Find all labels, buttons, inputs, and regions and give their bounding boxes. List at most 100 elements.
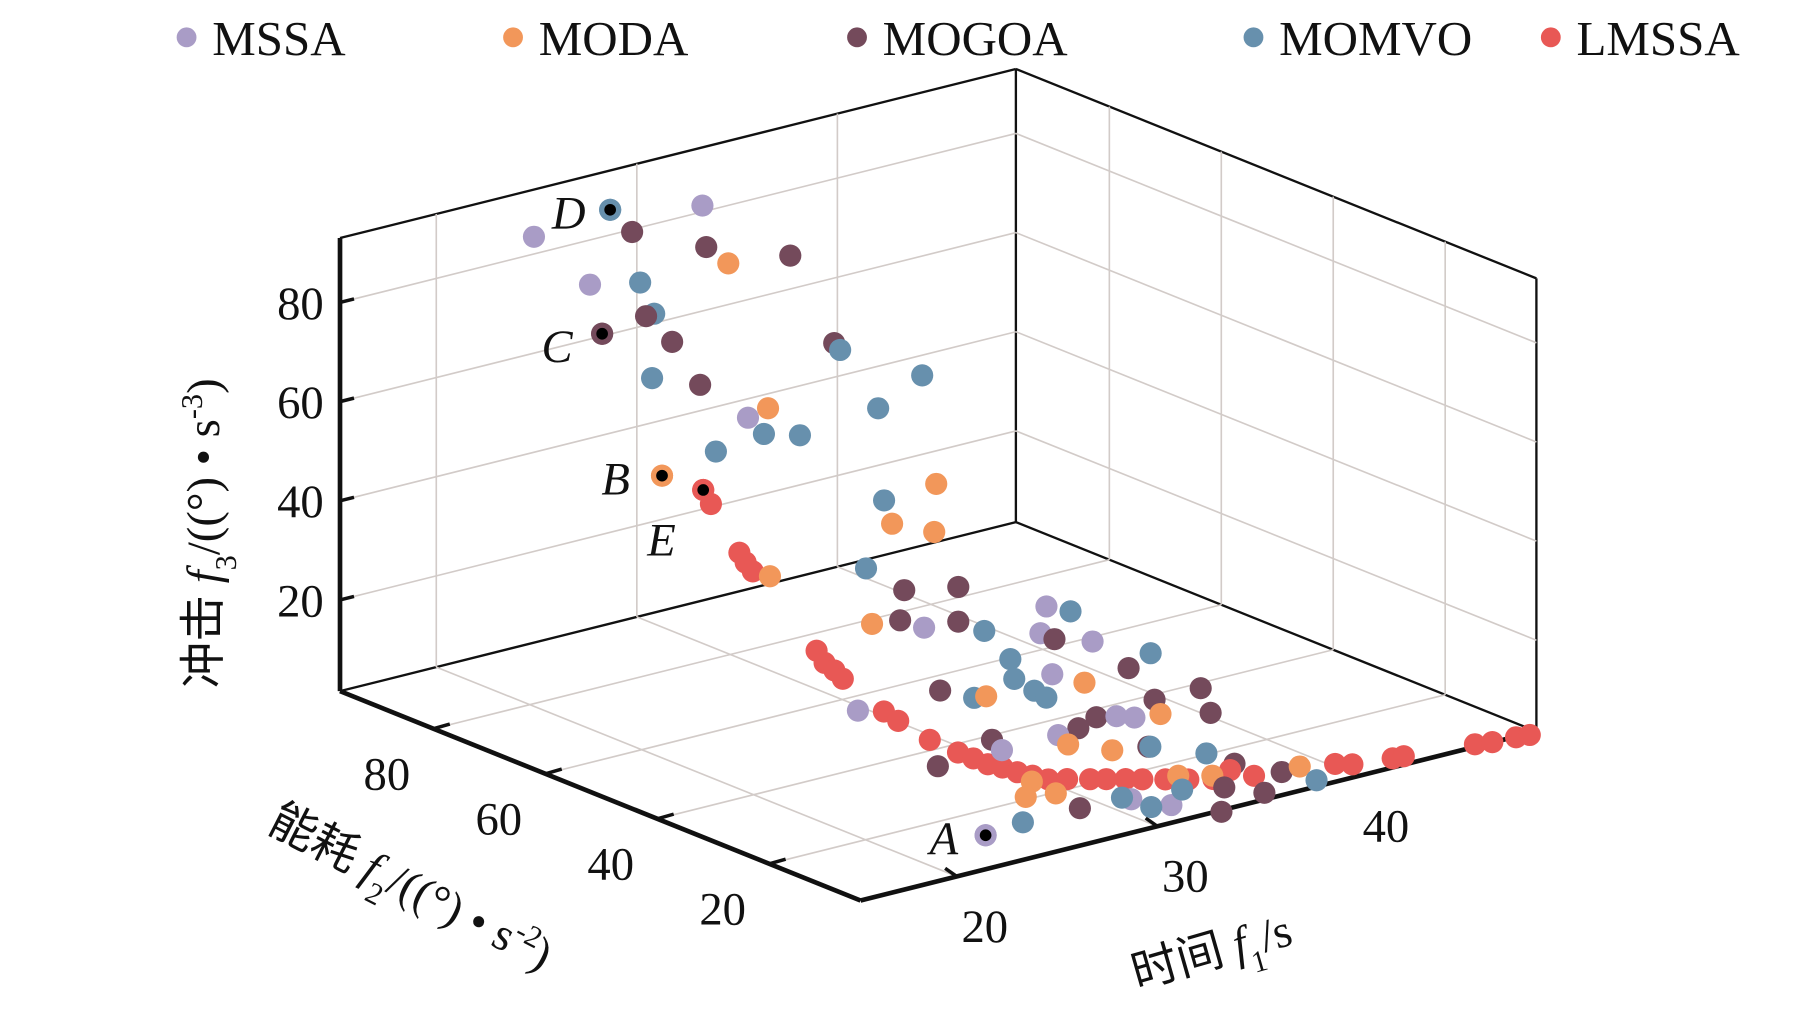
point-mogoa <box>779 244 802 267</box>
point-mssa <box>1123 706 1146 729</box>
grid-line-z <box>1015 330 1537 542</box>
point-lmssa <box>1463 733 1487 756</box>
annotated-point-marker-icon <box>979 829 992 842</box>
point-lmssa <box>1324 752 1347 776</box>
point-momvo <box>752 422 776 446</box>
legend-marker-icon <box>847 27 867 48</box>
point-mogoa <box>1213 776 1236 799</box>
y-tick-mark <box>433 722 451 731</box>
point-mssa <box>1041 663 1064 686</box>
point-momvo <box>1059 600 1082 623</box>
axis-label-part: -3 <box>175 394 209 419</box>
point-mogoa <box>634 305 658 328</box>
point-mogoa <box>1189 677 1212 700</box>
point-momvo <box>1011 811 1034 834</box>
y-tick-mark <box>544 767 563 776</box>
y-tick-mark <box>768 857 787 866</box>
axis-label-part: /((°) • s <box>379 854 524 962</box>
point-mogoa <box>695 235 718 259</box>
axis-label-part: 时间 <box>1126 921 1241 1000</box>
point-lmssa <box>1095 768 1118 791</box>
z-axis-label: 冲击 f3/((°) • s-3) <box>175 378 243 688</box>
annotation-label-e: E <box>646 514 675 566</box>
point-mogoa <box>1253 781 1276 804</box>
point-mogoa <box>689 373 712 396</box>
z-tick-mark <box>339 495 355 503</box>
point-momvo <box>1305 769 1328 792</box>
z-tick-label: 40 <box>277 476 324 528</box>
point-moda <box>860 612 884 635</box>
axes-box <box>339 67 1538 733</box>
data-points <box>522 194 1541 847</box>
point-mssa <box>913 616 936 639</box>
z-tick-mark <box>339 594 355 602</box>
x-tick-label: 30 <box>1162 851 1209 903</box>
legend: MSSA MODA MOGOA MOMVO LMSSA <box>176 11 1740 66</box>
legend-item-mogoa: MOGOA <box>847 11 1068 66</box>
point-moda <box>1149 702 1172 726</box>
back-left-wall-top-edge <box>339 67 1017 240</box>
point-moda <box>1101 739 1124 762</box>
point-mssa <box>578 273 602 296</box>
grid-line-z <box>1015 430 1537 642</box>
point-mogoa <box>1043 628 1066 651</box>
point-momvo <box>1110 786 1134 809</box>
point-mogoa <box>1199 701 1222 724</box>
point-moda <box>758 565 782 588</box>
point-lmssa <box>887 709 910 732</box>
point-mogoa <box>889 609 912 632</box>
grid-line-x <box>837 565 1359 777</box>
annotated-point-marker-icon <box>656 469 668 482</box>
y-tick-label: 40 <box>587 838 634 890</box>
point-mogoa <box>1085 706 1108 729</box>
grid-line-z <box>339 231 1017 403</box>
z-tick-mark <box>339 396 355 404</box>
legend-marker-icon <box>1243 27 1264 48</box>
point-moda <box>1288 755 1311 778</box>
point-mogoa <box>1067 717 1090 740</box>
point-lmssa <box>918 728 941 751</box>
grid-line-y <box>545 603 1222 775</box>
back-right-wall-bottom-edge <box>1015 521 1537 733</box>
point-moda <box>1044 782 1067 805</box>
grid-line-x <box>435 666 958 878</box>
point-moda <box>1073 671 1096 694</box>
x-tick-mark <box>944 866 958 878</box>
point-moda <box>975 685 998 708</box>
legend-label: LMSSA <box>1576 11 1739 66</box>
grid-line-z <box>339 330 1017 502</box>
point-momvo <box>704 440 727 463</box>
axis-label-part: 3 <box>209 555 243 570</box>
annotated-point-marker-icon <box>604 203 616 216</box>
point-momvo <box>854 557 878 580</box>
point-mssa <box>1035 595 1058 618</box>
point-mogoa <box>1068 797 1091 820</box>
legend-marker-icon <box>176 27 197 48</box>
point-moda <box>717 252 740 275</box>
annotation-label-b: B <box>601 453 629 505</box>
y-tick-mark <box>656 812 675 821</box>
annotation-label-c: C <box>542 321 574 373</box>
x-tick-label: 20 <box>961 901 1008 953</box>
legend-label: MODA <box>539 11 689 66</box>
point-lmssa <box>1481 731 1504 754</box>
legend-item-mssa: MSSA <box>176 11 346 66</box>
point-momvo <box>973 619 996 643</box>
tick-labels: 20 40 60 80 20 40 60 80 20 30 40 <box>277 278 1409 953</box>
point-moda <box>1014 785 1037 809</box>
point-mogoa <box>1117 657 1140 680</box>
point-annotations: A B C D E <box>542 187 997 865</box>
point-mssa <box>846 699 869 722</box>
point-mssa <box>990 739 1014 762</box>
legend-marker-icon <box>1540 27 1561 48</box>
point-mssa <box>1081 630 1104 653</box>
point-mogoa <box>947 610 970 633</box>
point-momvo <box>641 367 664 390</box>
grid-line-z <box>1015 132 1537 344</box>
axis-label-part: 冲击 <box>178 583 230 688</box>
back-left-wall-bottom-edge <box>339 520 1017 693</box>
point-mogoa <box>893 579 916 602</box>
point-mssa <box>1160 794 1183 817</box>
point-moda <box>925 472 948 495</box>
point-momvo <box>1140 795 1163 819</box>
